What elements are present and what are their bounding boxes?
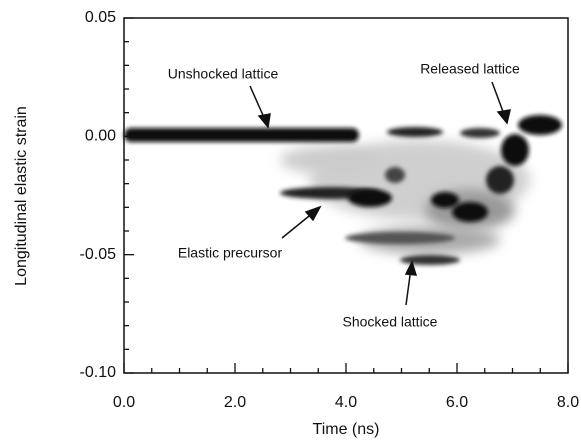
x-tick-label: 0.0: [113, 394, 135, 411]
x-tick-label: 4.0: [335, 394, 357, 411]
x-tick-label: 8.0: [557, 394, 579, 411]
x-axis-label: Time (ns): [313, 421, 380, 438]
annotation: Released lattice: [420, 61, 520, 77]
y-tick-label: 0.05: [85, 9, 116, 26]
annotation: Elastic precursor: [178, 245, 283, 261]
annotation: Shocked lattice: [343, 314, 438, 330]
y-tick-label: -0.10: [80, 364, 117, 381]
x-tick-label: 6.0: [446, 394, 468, 411]
annotation: Unshocked lattice: [168, 66, 279, 82]
y-tick-label: 0.00: [85, 128, 116, 145]
density-image: [124, 115, 562, 265]
annotation-arrows: [249, 81, 511, 306]
x-tick-label: 2.0: [224, 394, 246, 411]
y-tick-label: -0.05: [80, 246, 117, 263]
y-axis-label: Longitudinal elastic strain: [13, 106, 30, 286]
